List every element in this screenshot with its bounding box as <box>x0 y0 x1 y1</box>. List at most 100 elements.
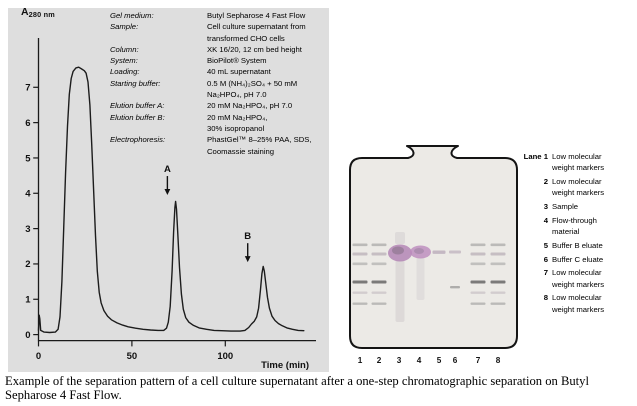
lane-number: 4 <box>417 356 422 365</box>
condition-label: Elution buffer A: <box>110 101 165 111</box>
marker-band <box>490 280 506 284</box>
lane-legend-item: 8 Low molecular weight markers <box>520 292 636 314</box>
peak-label-A: A <box>164 164 171 175</box>
marker-band <box>352 262 368 266</box>
lane-legend-item: 5 Buffer B eluate <box>520 240 636 251</box>
condition-row: Column: XK 16/20, 12 cm bed height <box>110 44 338 55</box>
conditions-table: Gel medium: Butyl Sepharose 4 Fast Flow Sa… <box>110 10 338 157</box>
marker-band <box>490 302 506 305</box>
marker-band <box>470 302 486 305</box>
lane-legend-number: 2 <box>543 177 548 186</box>
absorbance-trace <box>37 66 305 334</box>
marker-band <box>470 280 486 284</box>
condition-label: Starting buffer: <box>110 78 161 88</box>
marker-band <box>490 291 506 294</box>
eluate-band <box>449 250 461 254</box>
lane-legend-number: 6 <box>543 254 548 264</box>
lane-smear <box>416 257 425 300</box>
marker-band <box>352 291 368 294</box>
lane-legend-text: Low molecular weight markers <box>552 152 605 173</box>
condition-label: System: <box>110 56 138 66</box>
condition-label: Electrophoresis: <box>110 135 166 145</box>
figure-caption: Example of the separation pattern of a c… <box>5 374 589 402</box>
lane-legend-text: Low molecular weight markers <box>552 177 605 198</box>
lane-legend: Lane 1 Low molecular weight markers 2 Low m… <box>520 151 636 317</box>
condition-value: XK 16/20, 12 cm bed height <box>207 44 302 54</box>
lane-legend-item: 4 Flow-through material <box>520 215 636 237</box>
marker-band <box>490 262 506 266</box>
eluate-band <box>450 286 460 289</box>
marker-band <box>490 243 506 247</box>
condition-value: Butyl Sepharose 4 Fast Flow <box>207 11 306 20</box>
marker-band <box>371 262 387 266</box>
lane-legend-text: Low molecular weight markers <box>552 268 605 289</box>
lane-legend-number: 4 <box>543 215 548 225</box>
condition-row: Elution buffer A: 20 mM Na₂HPO₄, pH 7.0 <box>110 100 338 111</box>
lane-smear <box>395 232 405 244</box>
lane-number: 8 <box>496 356 501 365</box>
condition-value: 0.5 M (NH₄)₂SO₄ + 50 mM Na₂HPO₄, pH 7.0 <box>207 78 298 100</box>
lane-legend-text: Buffer B eluate <box>552 240 603 250</box>
lane-legend-number: 5 <box>543 240 548 250</box>
condition-value: 40 mL supernatant <box>207 67 271 77</box>
condition-row: Electrophoresis: PhastGel™ 8–25% PAA, SDS… <box>110 134 338 157</box>
chromatogram-chart: 0 1 2 3 4 5 6 7 0 50 100 Time (min) A B <box>25 38 316 371</box>
lane-number: 2 <box>377 356 382 365</box>
lane-legend-item: 2 Low molecular weight markers <box>520 176 636 198</box>
peak-arrowhead-A <box>164 189 171 196</box>
condition-row: Starting buffer: 0.5 M (NH₄)₂SO₄ + 50 mM … <box>110 78 338 101</box>
condition-row: Loading: 40 mL supernatant <box>110 66 338 77</box>
y-tick-label: 6 <box>25 118 30 129</box>
marker-band <box>371 291 387 294</box>
protein-band-blob <box>414 248 424 254</box>
y-tick-label: 4 <box>25 189 31 200</box>
lane-number: 3 <box>397 356 402 365</box>
y-axis-label-base: A <box>21 6 29 18</box>
y-tick-label: 7 <box>25 83 30 94</box>
lane-legend-text: Low molecular weight markers <box>552 293 605 314</box>
lane-legend-text: Sample <box>552 202 579 211</box>
chromatogram-panel: 0 1 2 3 4 5 6 7 0 50 100 Time (min) A B <box>8 8 329 372</box>
gel-cassette-outline <box>349 145 518 349</box>
marker-band <box>352 280 368 284</box>
peak-arrowhead-B <box>244 256 251 263</box>
lane-legend-item: Lane 1 Low molecular weight markers <box>520 151 636 173</box>
gel-image: 1 2 3 4 5 6 7 8 <box>349 145 518 365</box>
lane-number: 5 <box>437 356 442 365</box>
lane-legend-number: 8 <box>543 293 548 303</box>
condition-value: Cell culture supernatant from transforme… <box>207 22 306 43</box>
condition-label: Sample: <box>110 22 139 32</box>
y-tick-label: 3 <box>25 224 30 235</box>
lane-legend-number: 7 <box>543 268 548 278</box>
marker-band <box>352 252 368 256</box>
condition-value: 20 mM Na₂HPO₄, pH 7.0 <box>207 101 293 111</box>
lane-legend-text: Flow-through material <box>552 215 597 236</box>
lane-legend-item: 7 Low molecular weight markers <box>520 267 636 289</box>
eluate-band <box>432 250 446 254</box>
protein-band-blob <box>392 246 404 255</box>
marker-band <box>371 243 387 247</box>
lane-legend-item: 6 Buffer C eluate <box>520 254 636 265</box>
condition-row: Sample: Cell culture supernatant from tra… <box>110 21 338 44</box>
condition-label: Elution buffer B: <box>110 112 165 122</box>
y-tick-label: 1 <box>25 295 31 306</box>
marker-band <box>490 252 506 256</box>
marker-band <box>371 280 387 284</box>
marker-band <box>470 291 486 294</box>
condition-row: System: BioPilot® System <box>110 55 338 66</box>
lane-number: 1 <box>358 356 363 365</box>
marker-band <box>470 243 486 247</box>
marker-band <box>352 302 368 305</box>
y-tick-label: 0 <box>25 330 30 341</box>
protein-band-blob <box>410 245 431 259</box>
marker-band <box>352 243 368 247</box>
lane-legend-number: 3 <box>543 202 548 211</box>
y-tick-label: 2 <box>25 259 30 270</box>
lane-number: 6 <box>453 356 458 365</box>
condition-label: Gel medium: <box>110 11 154 20</box>
y-axis-label-sub: 280 nm <box>28 10 55 19</box>
lane-smear <box>395 260 405 322</box>
lane-legend-item: 3 Sample <box>520 201 636 212</box>
x-tick-label: 100 <box>217 351 233 362</box>
